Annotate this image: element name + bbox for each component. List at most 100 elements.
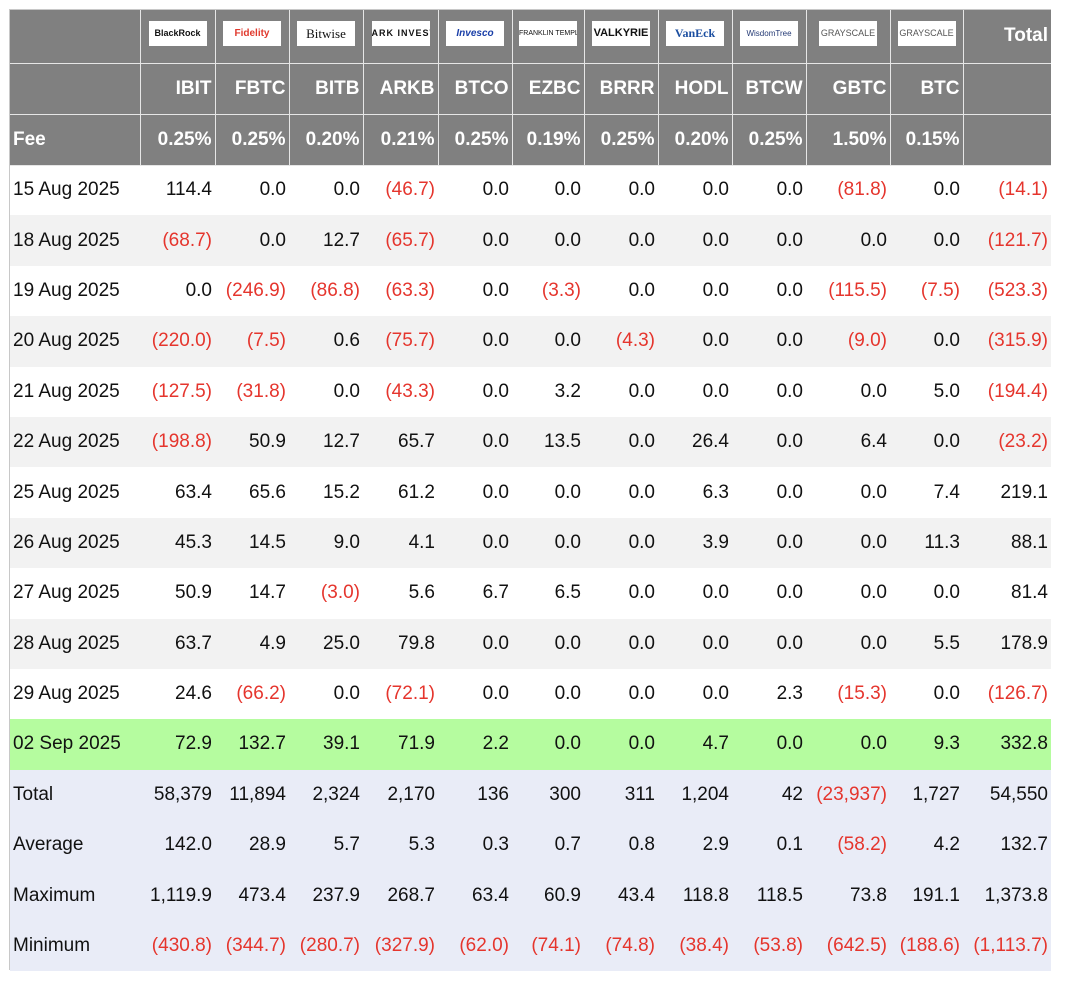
summary-value: (327.9): [363, 920, 438, 972]
summary-value: 42: [732, 769, 806, 821]
flow-value: 0.0: [658, 366, 732, 417]
flow-value: (220.0): [140, 316, 215, 367]
logo-row: BlackRock Fidelity Bitwise ARK INVEST Invesc…: [10, 10, 1051, 64]
flow-value: 71.9: [363, 719, 438, 770]
flow-value: (23.2): [963, 416, 1051, 468]
summary-value: 63.4: [438, 870, 512, 921]
flow-value: 0.0: [512, 316, 584, 367]
flow-value: 11.3: [890, 517, 963, 569]
flow-value: (15.3): [806, 668, 890, 720]
data-row: 21 Aug 2025 (127.5) (31.8) 0.0 (43.3) 0.0 3.2 0…: [10, 366, 1051, 417]
fee: 0.25%: [139, 114, 215, 166]
flow-value: 6.5: [512, 568, 584, 619]
flow-value: 12.7: [289, 215, 363, 266]
flow-value: 2.2: [438, 719, 512, 770]
summary-value: 60.9: [512, 870, 584, 921]
date: 29 Aug 2025: [10, 668, 140, 720]
flow-value: 0.0: [584, 416, 658, 468]
flow-value: 81.4: [963, 568, 1051, 619]
flow-value: 0.0: [438, 265, 512, 317]
summary-row: Average 142.0 28.9 5.7 5.3 0.3 0.7 0.8 2.9 0.1 (58…: [10, 820, 1051, 871]
flow-value: 0.0: [438, 316, 512, 367]
flow-value: 5.0: [890, 366, 963, 417]
flow-value: (81.8): [806, 165, 890, 216]
flow-value: 12.7: [289, 416, 363, 468]
flow-value: 0.0: [438, 618, 512, 669]
summary-value: 1,119.9: [140, 870, 215, 921]
flow-value: 0.0: [732, 366, 806, 417]
summary-value: 118.8: [658, 870, 732, 921]
summary-value: 28.9: [215, 820, 289, 871]
data-row: 02 Sep 2025 72.9 132.7 39.1 71.9 2.2 0.0 0.0 4.7…: [10, 719, 1051, 770]
flow-value: 0.0: [658, 316, 732, 367]
summary-value: (74.8): [584, 920, 658, 972]
flow-value: (63.3): [363, 265, 438, 317]
logo-cell: BlackRock: [139, 10, 215, 64]
issuer-logo: WisdomTree: [740, 20, 798, 46]
date: 26 Aug 2025: [10, 517, 140, 569]
flow-value: 0.0: [512, 719, 584, 770]
summary-value: 132.7: [963, 820, 1051, 871]
summary-value: 191.1: [890, 870, 963, 921]
fee: 0.21%: [362, 114, 438, 166]
flow-value: 79.8: [363, 618, 438, 669]
ticker: BTCW: [731, 63, 806, 115]
summary-value: 118.5: [732, 870, 806, 921]
flow-value: 0.0: [512, 618, 584, 669]
summary-row: Minimum (430.8) (344.7) (280.7) (327.9) (62.0…: [10, 920, 1051, 972]
flow-value: 0.0: [806, 719, 890, 770]
flow-value: (31.8): [215, 366, 289, 417]
data-row: 25 Aug 2025 63.4 65.6 15.2 61.2 0.0 0.0 0.0 6.3 0…: [10, 467, 1051, 518]
flow-value: 0.0: [890, 668, 963, 720]
issuer-logo: GRAYSCALE: [897, 20, 956, 46]
fee-label: Fee: [10, 114, 140, 166]
flow-value: (126.7): [963, 668, 1051, 720]
ticker: EZBC: [511, 63, 584, 115]
summary-value: 2.9: [658, 820, 732, 871]
date: 27 Aug 2025: [10, 568, 140, 619]
summary-label: Total: [10, 769, 140, 821]
table: BlackRock Fidelity Bitwise ARK INVEST Invesc…: [10, 10, 1051, 972]
issuer-logo: ARK INVEST: [371, 20, 430, 46]
fee: 0.25%: [437, 114, 512, 166]
logo-cell: Fidelity: [214, 10, 289, 64]
ticker: ARKB: [362, 63, 438, 115]
flow-value: (46.7): [363, 165, 438, 216]
flow-value: (198.8): [140, 416, 215, 468]
fee: 1.50%: [805, 114, 890, 166]
flow-value: 4.7: [658, 719, 732, 770]
fee: 0.19%: [511, 114, 584, 166]
flow-value: (315.9): [963, 316, 1051, 367]
flow-value: 0.0: [584, 215, 658, 266]
issuer-logo: FRANKLIN TEMPLETON: [519, 20, 577, 46]
date: 22 Aug 2025: [10, 416, 140, 468]
flow-value: 0.0: [215, 165, 289, 216]
flow-value: 0.0: [658, 568, 732, 619]
fee: 0.25%: [583, 114, 658, 166]
flow-value: 0.0: [890, 165, 963, 216]
ticker: HODL: [657, 63, 732, 115]
data-row: 19 Aug 2025 0.0 (246.9) (86.8) (63.3) 0.0 (3.3…: [10, 265, 1051, 317]
corner-cell: [10, 63, 140, 115]
flow-value: 0.0: [512, 165, 584, 216]
flow-value: 0.0: [732, 316, 806, 367]
summary-value: 1,727: [890, 769, 963, 821]
summary-value: 2,170: [363, 769, 438, 821]
flow-value: (7.5): [215, 316, 289, 367]
summary-value: (38.4): [658, 920, 732, 972]
flow-value: 5.6: [363, 568, 438, 619]
flow-value: 0.0: [512, 467, 584, 518]
summary-value: 2,324: [289, 769, 363, 821]
fee: 0.20%: [657, 114, 732, 166]
summary-value: 43.4: [584, 870, 658, 921]
summary-value: 54,550: [963, 769, 1051, 821]
summary-value: 300: [512, 769, 584, 821]
logo-cell: GRAYSCALE: [805, 10, 890, 64]
flow-value: 63.4: [140, 467, 215, 518]
flow-value: 39.1: [289, 719, 363, 770]
summary-value: 1,373.8: [963, 870, 1051, 921]
data-row: 27 Aug 2025 50.9 14.7 (3.0) 5.6 6.7 6.5 0.0 0.0 0…: [10, 568, 1051, 619]
flow-value: 0.0: [806, 467, 890, 518]
flow-value: 219.1: [963, 467, 1051, 518]
summary-value: (280.7): [289, 920, 363, 972]
